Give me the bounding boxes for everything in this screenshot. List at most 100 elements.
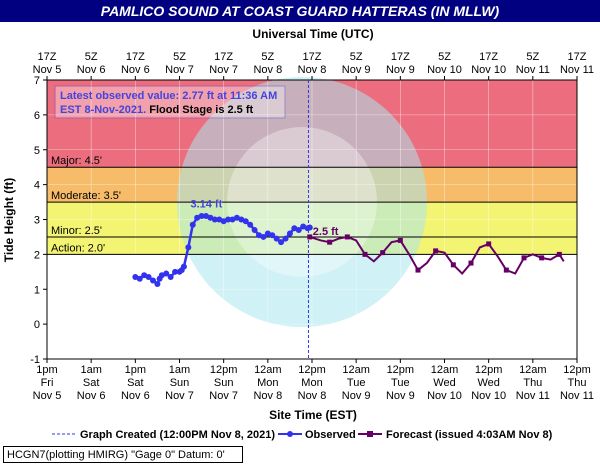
- observed-point: [185, 244, 192, 251]
- observed-point: [273, 235, 280, 242]
- observed-point: [225, 216, 232, 223]
- x2-tick-label: 5Z: [261, 51, 274, 63]
- observed-point: [282, 235, 289, 242]
- x-tick-label: Nov 6: [77, 390, 106, 402]
- info-line-2: EST 8-Nov-2021. Flood Stage is 2.5 ft: [60, 104, 254, 116]
- x2-tick-label: Nov 6: [77, 64, 106, 76]
- legend: Graph Created (12:00PM Nov 8, 2021) Obse…: [52, 429, 553, 441]
- forecast-point: [344, 234, 350, 240]
- y-tick-label: 1: [34, 284, 40, 296]
- y-tick-label: 6: [34, 110, 40, 122]
- x2-tick-label: 5Z: [526, 51, 539, 63]
- x-tick-label: Nov 10: [427, 390, 462, 402]
- observed-point: [154, 281, 161, 288]
- x2-tick-label: 17Z: [214, 51, 233, 63]
- x-tick-label: Tue: [391, 377, 410, 389]
- band-label-moderate: Moderate: 3.5': [51, 190, 121, 202]
- forecast-point: [450, 262, 456, 268]
- forecast-point: [556, 251, 562, 257]
- x2-tick-label: Nov 8: [253, 64, 282, 76]
- observed-point: [198, 213, 205, 220]
- x2-tick-label: 17Z: [303, 51, 322, 63]
- x-tick-label: Tue: [347, 377, 366, 389]
- x-tick-label: Mon: [301, 377, 322, 389]
- x-tick-label: 12am: [431, 364, 459, 376]
- forecast-point: [307, 234, 313, 240]
- x2-tick-label: 17Z: [126, 51, 145, 63]
- legend-observed-marker: [287, 431, 293, 437]
- chart-canvas: Universal Time (UTC) Major: 4.5' Moderate…: [2, 27, 594, 441]
- forecast-point: [503, 267, 509, 273]
- observed-point: [251, 226, 258, 233]
- x-tick-label: Nov 5: [33, 390, 62, 402]
- info-box: [54, 85, 286, 119]
- observed-point: [269, 232, 276, 239]
- observed-point: [211, 216, 218, 223]
- x2-tick-label: Nov 11: [560, 64, 594, 76]
- top-axis-title: Universal Time (UTC): [252, 27, 373, 41]
- band-label-minor: Minor: 2.5': [51, 225, 102, 237]
- x-tick-label: Thu: [523, 377, 542, 389]
- info-flood-stage: Flood Stage is 2.5 ft: [146, 104, 253, 116]
- x-tick-label: Nov 6: [121, 390, 150, 402]
- x-tick-label: Nov 11: [516, 390, 550, 402]
- x-tick-label: Wed: [433, 377, 455, 389]
- observed-point: [189, 221, 196, 228]
- observed-point: [150, 277, 156, 284]
- x2-tick-label: Nov 8: [298, 64, 327, 76]
- x-tick-label: Nov 8: [253, 390, 282, 402]
- x-tick-label: Mon: [257, 377, 278, 389]
- x2-tick-label: 5Z: [350, 51, 363, 63]
- x-tick-label: 12am: [342, 364, 370, 376]
- x-tick-label: Wed: [477, 377, 499, 389]
- forecast-point: [362, 251, 368, 257]
- x2-tick-label: Nov 9: [386, 64, 415, 76]
- x2-tick-label: 17Z: [38, 51, 57, 63]
- x-tick-label: Sun: [170, 377, 190, 389]
- y-tick-label: -1: [30, 354, 40, 366]
- x2-tick-label: 5Z: [173, 51, 186, 63]
- observed-point: [172, 268, 179, 275]
- x-tick-label: Sat: [83, 377, 100, 389]
- legend-forecast: Forecast (issued 4:03AM Nov 8): [386, 429, 553, 441]
- legend-graph-created: Graph Created (12:00PM Nov 8, 2021): [80, 429, 275, 441]
- forecast-annotation: 2.5 ft: [313, 226, 339, 238]
- x2-tick-label: 17Z: [568, 51, 587, 63]
- footer-box: HCGN7(plotting HMIRG) "Gage 0" Datum: 0': [3, 446, 243, 463]
- x-tick-label: 12pm: [210, 364, 238, 376]
- x-tick-label: 12pm: [475, 364, 503, 376]
- x-tick-label: 12pm: [387, 364, 415, 376]
- observed-point: [247, 221, 254, 228]
- title-bar: PAMLICO SOUND AT COAST GUARD HATTERAS (I…: [0, 0, 600, 22]
- info-date: EST 8-Nov-2021.: [60, 104, 146, 116]
- x-tick-label: 12pm: [298, 364, 326, 376]
- observed-point: [278, 239, 285, 246]
- x-tick-label: Nov 9: [386, 390, 415, 402]
- y-tick-label: 7: [34, 75, 40, 87]
- x-tick-label: 12am: [254, 364, 282, 376]
- x-tick-label: Nov 11: [560, 390, 594, 402]
- forecast-point: [327, 239, 333, 245]
- x-tick-label: Nov 8: [298, 390, 327, 402]
- x-axis-title: Site Time (EST): [269, 408, 357, 422]
- y-axis-title: Tide Height (ft): [2, 178, 16, 262]
- x-tick-label: 12am: [519, 364, 547, 376]
- forecast-point: [415, 267, 421, 273]
- x2-tick-label: Nov 9: [342, 64, 371, 76]
- x-tick-label: Sun: [214, 377, 234, 389]
- x2-tick-label: Nov 10: [471, 64, 506, 76]
- x2-tick-label: 5Z: [85, 51, 98, 63]
- x2-tick-label: Nov 11: [516, 64, 550, 76]
- y-tick-label: 0: [34, 319, 40, 331]
- x-tick-label: 1am: [169, 364, 190, 376]
- observed-point: [260, 233, 267, 240]
- observed-point: [242, 218, 249, 225]
- x2-tick-label: Nov 6: [121, 64, 150, 76]
- legend-forecast-marker: [367, 431, 373, 437]
- peak-annotation: 3.14 ft: [190, 199, 222, 211]
- band-label-action: Action: 2.0': [51, 242, 105, 254]
- x-tick-label: Nov 10: [471, 390, 506, 402]
- x-tick-label: Nov 9: [342, 390, 371, 402]
- x-tick-label: Nov 7: [165, 390, 194, 402]
- observed-point: [163, 270, 170, 277]
